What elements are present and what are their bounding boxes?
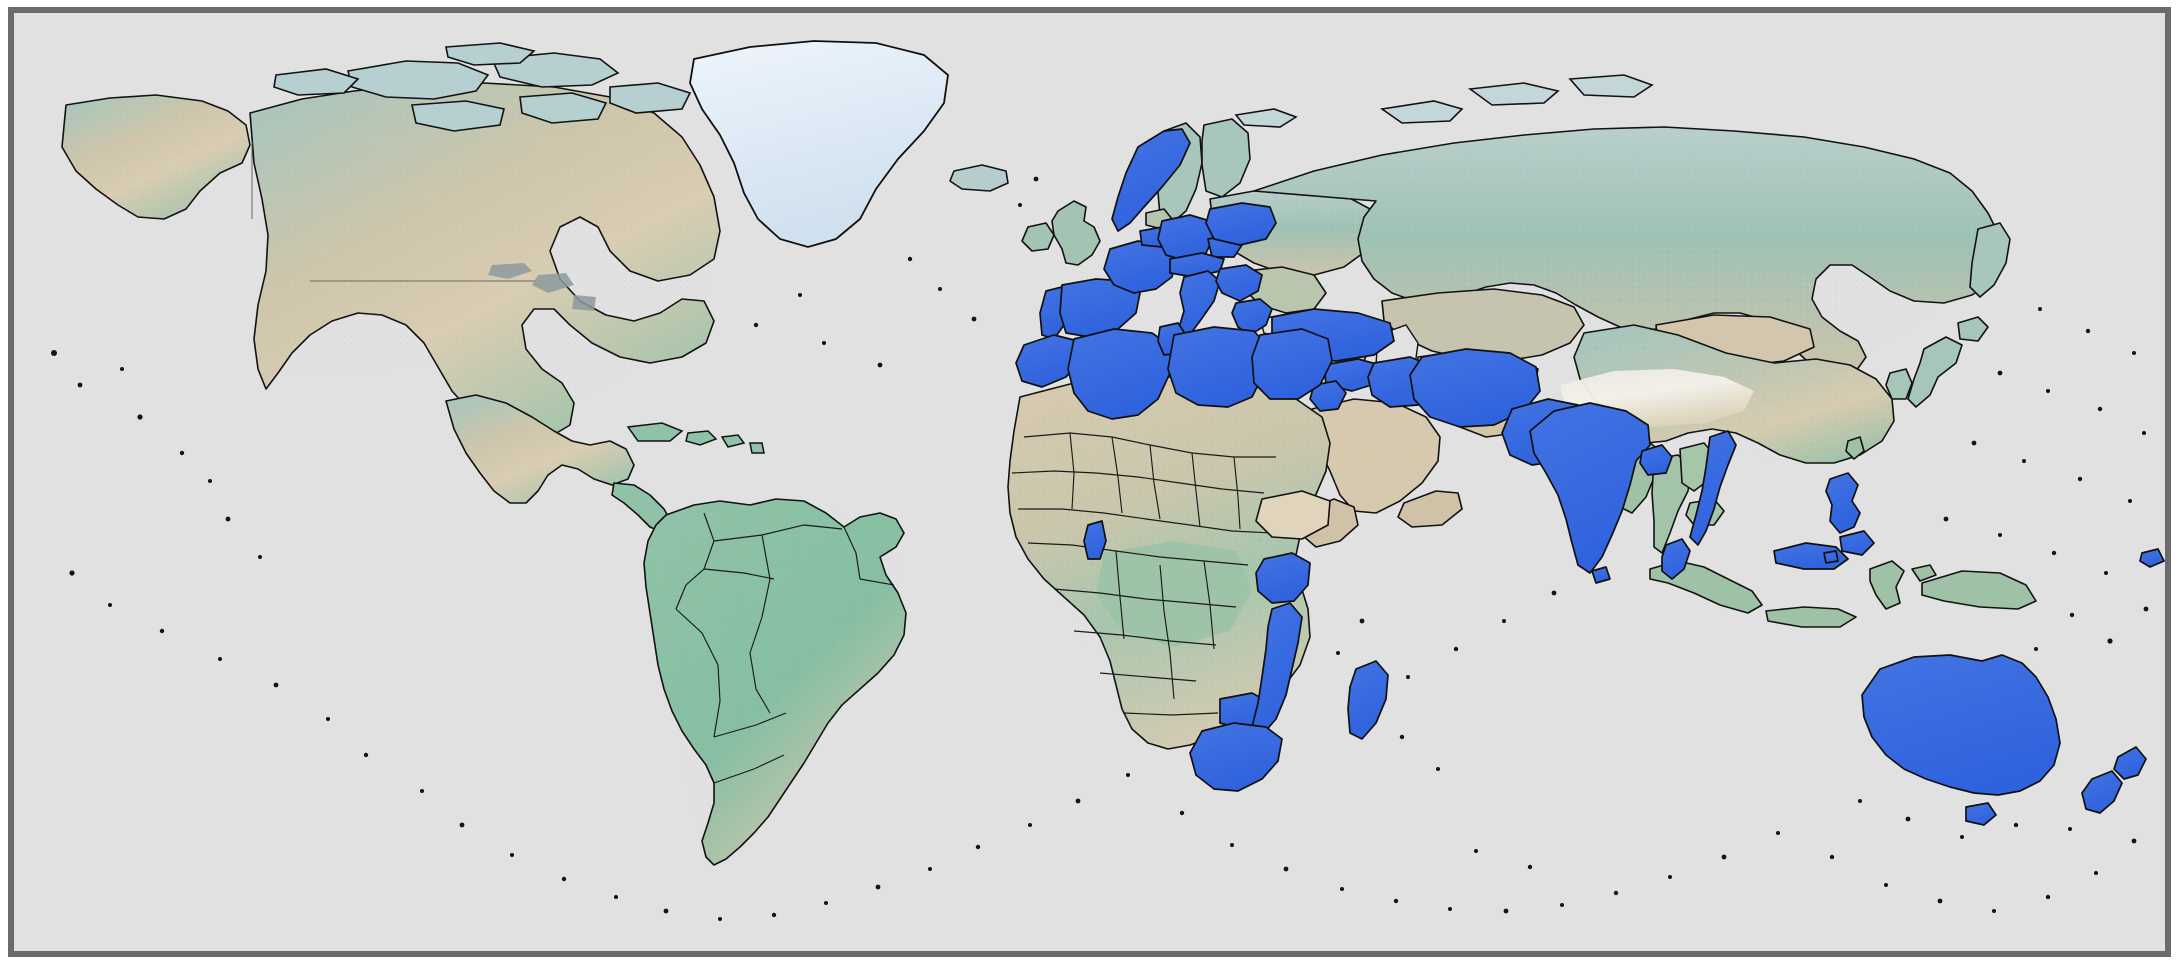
- country-fiji-highlighted[interactable]: [2139, 548, 2165, 568]
- terrain-speckle-canada: [250, 85, 714, 403]
- country-balkans-west-highlighted[interactable]: [1215, 264, 1263, 302]
- africa-internal-borders: [1011, 432, 1276, 716]
- country-papua-new-guinea[interactable]: [1921, 570, 2037, 610]
- highlighted-countries-layer[interactable]: [1015, 128, 2165, 826]
- country-south-africa-highlighted[interactable]: [1189, 722, 1283, 792]
- region-south-america[interactable]: [643, 498, 907, 866]
- country-malaysia-peninsular-highlighted[interactable]: [1661, 538, 1691, 580]
- territory-greenland[interactable]: [689, 40, 949, 248]
- region-northern-asia[interactable]: [1234, 74, 2011, 464]
- peninsula-kamchatka[interactable]: [1969, 222, 2011, 298]
- country-philippines-highlighted[interactable]: [1825, 472, 1861, 534]
- country-japan[interactable]: [1907, 336, 1963, 408]
- country-philippines-mindanao-highlighted[interactable]: [1839, 530, 1875, 556]
- map-canvas[interactable]: [14, 13, 2165, 951]
- country-bangladesh-highlighted[interactable]: [1639, 444, 1673, 476]
- country-vietnam-highlighted[interactable]: [1689, 430, 1737, 546]
- country-india-highlighted[interactable]: [1529, 402, 1651, 574]
- country-australia-tasmania-highlighted[interactable]: [1965, 802, 1997, 826]
- country-indonesia-java[interactable]: [1765, 606, 1857, 628]
- country-ethiopia[interactable]: [1255, 490, 1331, 540]
- country-new-zealand-north-highlighted[interactable]: [2113, 746, 2147, 780]
- country-germany-highlighted[interactable]: [1157, 214, 1215, 262]
- country-iceland[interactable]: [949, 164, 1009, 192]
- small-island-specks: [51, 176, 2149, 921]
- country-algeria-highlighted[interactable]: [1067, 328, 1173, 420]
- country-yemen-oman[interactable]: [1397, 490, 1463, 528]
- country-kenya-highlighted[interactable]: [1255, 552, 1311, 604]
- world-map-svg[interactable]: [14, 13, 2165, 951]
- country-indonesia-sulawesi[interactable]: [1869, 560, 1905, 610]
- country-norway-highlighted[interactable]: [1111, 128, 1191, 232]
- country-morocco-highlighted[interactable]: [1015, 334, 1083, 388]
- region-north-america[interactable]: [61, 40, 949, 534]
- terrain-green-congo: [1096, 541, 1252, 647]
- arctic-islands: [1234, 74, 1654, 128]
- country-italy-highlighted[interactable]: [1177, 270, 1221, 338]
- country-madagascar-highlighted[interactable]: [1347, 660, 1389, 740]
- country-korea[interactable]: [1885, 368, 1913, 400]
- south-america-internal-borders: [675, 512, 895, 784]
- terrain-speckle-alaska: [62, 95, 250, 219]
- country-india-sri-lanka-adjacent-highlighted[interactable]: [1591, 566, 1611, 584]
- country-taiwan[interactable]: [1845, 436, 1865, 460]
- country-libya-highlighted[interactable]: [1167, 326, 1269, 408]
- country-japan-hokkaido[interactable]: [1957, 316, 1989, 342]
- country-poland-highlighted[interactable]: [1205, 202, 1277, 246]
- great-lakes: [488, 263, 596, 311]
- country-egypt-highlighted[interactable]: [1251, 328, 1333, 400]
- country-new-zealand-south-highlighted[interactable]: [2081, 770, 2123, 814]
- canadian-arctic-archipelago: [273, 42, 692, 132]
- country-togo-highlighted[interactable]: [1083, 520, 1107, 560]
- country-mozambique-highlighted[interactable]: [1251, 602, 1303, 736]
- terrain-speckle-south-america: [648, 501, 904, 857]
- region-africa-base[interactable]: [1007, 376, 1359, 750]
- map-frame: [8, 7, 2171, 957]
- caribbean-islands: [626, 422, 765, 454]
- country-mexico[interactable]: [445, 394, 635, 504]
- country-finland[interactable]: [1201, 118, 1251, 198]
- country-brunei-highlighted[interactable]: [1823, 550, 1839, 564]
- country-ireland[interactable]: [1021, 222, 1055, 252]
- terrain-dry-arabia: [1308, 403, 1440, 501]
- country-greece-highlighted[interactable]: [1231, 298, 1273, 336]
- country-israel-jordan-highlighted[interactable]: [1309, 380, 1347, 412]
- region-maluku-islands[interactable]: [1911, 564, 1937, 582]
- country-australia-highlighted[interactable]: [1861, 654, 2061, 796]
